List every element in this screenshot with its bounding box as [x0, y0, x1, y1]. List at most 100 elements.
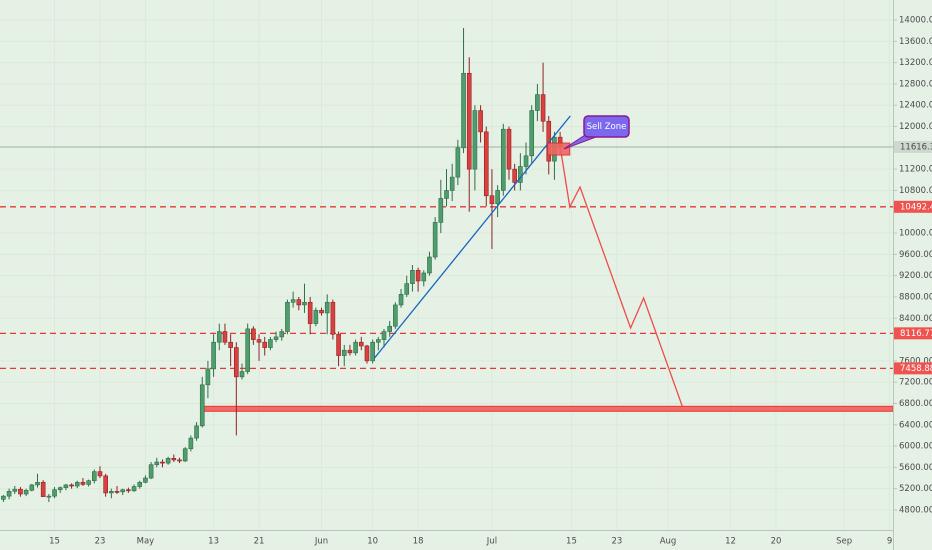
candle-body — [415, 270, 421, 282]
candle-body — [256, 339, 262, 343]
candle-body — [483, 131, 489, 197]
candle-body — [421, 272, 427, 282]
candle-body — [347, 349, 353, 354]
y-tick-label: 7600.00 — [899, 356, 932, 366]
y-tick-label: 4800.00 — [899, 505, 932, 515]
candle-body — [239, 371, 245, 378]
x-tick-label: May — [137, 537, 155, 547]
candle-body — [444, 190, 449, 199]
candle-body — [330, 301, 336, 335]
candle-body — [529, 110, 535, 157]
y-tick-label: 6000.00 — [899, 442, 932, 452]
candle-body — [495, 190, 500, 205]
candle-body — [18, 488, 23, 495]
candle-body — [109, 491, 114, 494]
y-tick-label: 9600.00 — [899, 250, 932, 260]
y-tick-label: 5600.00 — [899, 463, 932, 473]
candle-body — [160, 461, 165, 464]
candle-body — [501, 128, 506, 191]
candle-body — [535, 94, 540, 111]
y-tick-label: 11200.00 — [899, 165, 932, 175]
candles — [1, 28, 563, 502]
candle-body — [302, 301, 307, 306]
level-price-box — [894, 327, 932, 340]
candle-body — [52, 489, 57, 497]
candle-body — [353, 341, 358, 354]
candle-body — [222, 331, 228, 343]
candle-body — [313, 309, 319, 324]
candle-body — [381, 331, 387, 340]
axes: 4800.00 5200.00 5600.00 6000.00 6400.00 6800.… — [49, 16, 932, 547]
x-tick-label: 13 — [208, 537, 219, 547]
candle-body — [432, 222, 438, 258]
y-tick-label: 7200.00 — [899, 378, 932, 388]
level-price-label: 8116.77 — [900, 329, 932, 339]
candle-body — [165, 458, 171, 464]
candle-body — [1, 495, 6, 500]
candle-body — [74, 481, 80, 487]
x-tick-label: 15 — [566, 537, 577, 547]
candle-body — [29, 484, 35, 491]
candle-body — [472, 110, 478, 170]
x-tick-label: 20 — [771, 537, 782, 547]
candle-body — [427, 256, 432, 274]
level-price-box — [894, 362, 932, 375]
candle-body — [290, 299, 296, 303]
x-tick-label: Sep — [836, 537, 852, 547]
candle-body — [506, 128, 512, 170]
candle-body — [205, 368, 211, 386]
candle-body — [216, 331, 222, 343]
x-tick-label: 23 — [612, 537, 623, 547]
candle-body — [97, 471, 103, 477]
x-tick-label: 10 — [367, 537, 378, 547]
candle-body — [285, 301, 290, 332]
candle-body — [398, 293, 404, 306]
trendline — [373, 115, 571, 359]
x-tick-label: 18 — [413, 537, 424, 547]
candle-body — [86, 480, 91, 485]
candle-body — [319, 309, 324, 314]
candle-body — [182, 448, 188, 462]
candle-body — [268, 339, 273, 348]
candle-body — [177, 459, 182, 462]
candle-body — [211, 341, 216, 370]
candle-body — [143, 477, 148, 483]
candle-body — [370, 341, 375, 362]
candle-body — [234, 347, 239, 378]
candle-body — [23, 489, 29, 495]
candle-body — [80, 481, 86, 485]
candle-body — [171, 458, 177, 461]
candle-body — [364, 345, 370, 362]
y-tick-label: 12000.00 — [899, 122, 932, 132]
x-tick-label: 12 — [725, 537, 736, 547]
level-price-box — [894, 200, 932, 213]
drawings: Sell Zone — [373, 115, 683, 407]
candle-body — [245, 328, 250, 372]
candle-body — [35, 481, 40, 486]
candle-body — [279, 331, 285, 338]
candle-body — [40, 481, 46, 497]
candle-body — [262, 341, 268, 348]
x-tick-label: Aug — [660, 537, 677, 547]
candle-body — [251, 328, 256, 340]
candle-body — [154, 461, 160, 466]
candle-body — [410, 270, 415, 284]
candle-body — [449, 176, 455, 191]
y-tick-label: 6800.00 — [899, 399, 932, 409]
y-tick-label: 6400.00 — [899, 420, 932, 430]
candle-body — [131, 486, 137, 492]
candle-body — [336, 333, 341, 356]
candle-body — [120, 489, 126, 493]
level-price-label: 7458.88 — [900, 364, 932, 374]
candle-body — [63, 484, 69, 488]
candle-body — [46, 495, 52, 498]
candle-body — [478, 110, 483, 133]
y-tick-label: 13200.00 — [899, 58, 932, 68]
y-tick-label: 8800.00 — [899, 292, 932, 302]
y-tick-label: 9200.00 — [899, 271, 932, 281]
candle-body — [57, 487, 63, 491]
candle-body — [194, 425, 199, 439]
